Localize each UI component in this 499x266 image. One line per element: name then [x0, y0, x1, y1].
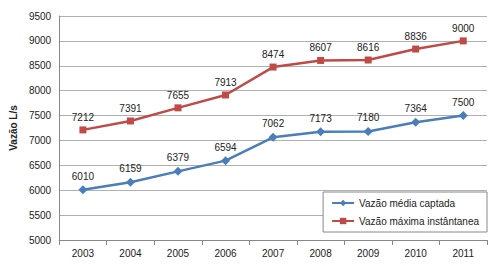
- svg-text:2008: 2008: [309, 248, 332, 259]
- svg-text:2003: 2003: [72, 248, 95, 259]
- svg-text:9000: 9000: [29, 35, 52, 46]
- svg-text:6010: 6010: [72, 171, 95, 182]
- svg-text:7173: 7173: [309, 113, 332, 124]
- svg-text:6594: 6594: [214, 142, 237, 153]
- svg-text:8607: 8607: [309, 42, 332, 53]
- svg-text:6379: 6379: [167, 152, 190, 163]
- svg-text:7655: 7655: [167, 90, 190, 101]
- svg-text:6500: 6500: [29, 160, 52, 171]
- svg-text:7500: 7500: [452, 97, 475, 108]
- svg-text:2009: 2009: [357, 248, 380, 259]
- svg-text:6000: 6000: [29, 185, 52, 196]
- svg-text:Vazão L/s: Vazão L/s: [8, 105, 19, 151]
- svg-text:9000: 9000: [452, 23, 475, 34]
- svg-text:2010: 2010: [405, 248, 428, 259]
- svg-text:7391: 7391: [119, 103, 142, 114]
- svg-text:8474: 8474: [262, 49, 285, 60]
- svg-text:2011: 2011: [452, 248, 474, 259]
- svg-text:8616: 8616: [357, 42, 380, 53]
- svg-text:6159: 6159: [119, 163, 142, 174]
- svg-text:8836: 8836: [405, 31, 428, 42]
- svg-text:2005: 2005: [167, 248, 190, 259]
- svg-text:7913: 7913: [214, 77, 237, 88]
- svg-text:7212: 7212: [72, 112, 95, 123]
- svg-text:2004: 2004: [119, 248, 142, 259]
- svg-text:7500: 7500: [29, 110, 52, 121]
- svg-text:2007: 2007: [262, 248, 285, 259]
- svg-text:Vazão máxima instântanea: Vazão máxima instântanea: [359, 216, 479, 227]
- svg-text:7062: 7062: [262, 118, 285, 129]
- svg-text:2006: 2006: [214, 248, 237, 259]
- svg-text:8000: 8000: [29, 85, 52, 96]
- svg-text:5500: 5500: [29, 210, 52, 221]
- svg-text:7364: 7364: [405, 103, 428, 114]
- svg-text:Vazão média captada: Vazão média captada: [359, 198, 455, 209]
- svg-text:8500: 8500: [29, 60, 52, 71]
- svg-text:9500: 9500: [29, 11, 52, 22]
- svg-text:7000: 7000: [29, 135, 52, 146]
- svg-text:7180: 7180: [357, 112, 380, 123]
- svg-text:5000: 5000: [29, 235, 52, 246]
